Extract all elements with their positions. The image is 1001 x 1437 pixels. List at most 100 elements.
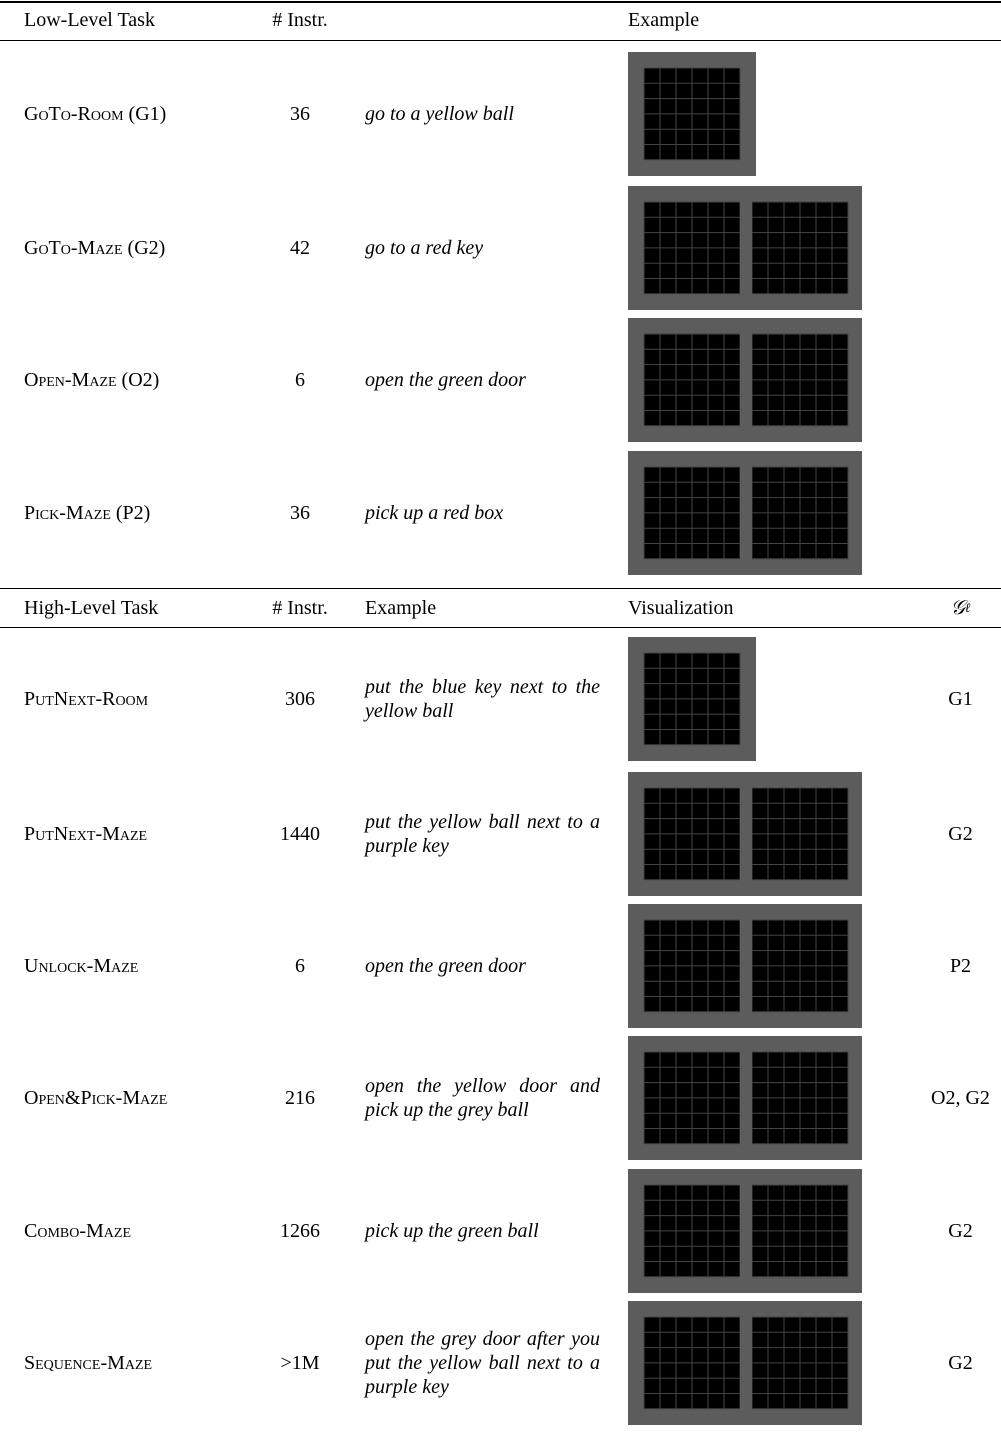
example-text: put the blue key next to the yellow ball (365, 676, 600, 722)
task-name-text: PutNext-Maze (24, 822, 148, 845)
instr-count: 6 (255, 318, 345, 442)
grid-image (628, 318, 862, 442)
g-symbol: 𝒢 (950, 596, 965, 619)
example: go to a red key (365, 186, 600, 310)
instr-count-text: 36 (290, 501, 310, 524)
header-cell: # Instr. (272, 596, 328, 619)
task-name: GoTo-Room (G1) (24, 52, 254, 176)
top-rule (0, 1, 1001, 3)
task-name-text: GoTo-Room (G1) (24, 102, 167, 125)
g-level: G2 (920, 772, 1001, 896)
instr-count-text: >1M (280, 1351, 320, 1374)
task-name: Open&Pick-Maze (24, 1036, 254, 1160)
g-level-text: G1 (948, 687, 973, 710)
grid-image (628, 904, 862, 1028)
header-cell: Example (365, 596, 437, 619)
task-name: Open-Maze (O2) (24, 318, 254, 442)
header-cell: # Instr. (272, 8, 328, 31)
example-text: pick up the green ball (365, 1220, 539, 1242)
example: open the green door (365, 318, 600, 442)
example-text: put the yellow ball next to a purple key (365, 811, 600, 857)
g-level-text: G2 (948, 1351, 973, 1374)
instr-count: 1266 (255, 1169, 345, 1293)
instr-count-text: 1440 (280, 822, 320, 845)
task-name: Combo-Maze (24, 1169, 254, 1293)
g-level-text: G2 (948, 822, 973, 845)
example: pick up the green ball (365, 1169, 600, 1293)
instr-count: 6 (255, 904, 345, 1028)
grid-image (628, 186, 862, 310)
wall (740, 202, 752, 294)
header-cell: Low-Level Task (24, 8, 155, 31)
instr-count: 306 (255, 637, 345, 761)
task-name-text: Unlock-Maze (24, 954, 139, 977)
example-text: open the yellow door and pick up the gre… (365, 1075, 600, 1121)
grid-image (628, 451, 862, 575)
instr-count-text: 306 (285, 687, 315, 710)
header-cell: High-Level Task (24, 596, 159, 619)
instr-count-text: 1266 (280, 1219, 320, 1242)
task-name: GoTo-Maze (G2) (24, 186, 254, 310)
example: open the grey door after you put the yel… (365, 1301, 600, 1425)
wall (740, 334, 752, 426)
example-text: open the green door (365, 955, 526, 977)
example: go to a yellow ball (365, 52, 600, 176)
wall (740, 1052, 752, 1144)
g-level: G2 (920, 1169, 1001, 1293)
g-level: G2 (920, 1301, 1001, 1425)
task-name-text: Combo-Maze (24, 1219, 132, 1242)
example-text: open the green door (365, 369, 526, 391)
example-text: go to a red key (365, 237, 484, 259)
grid-image (628, 772, 862, 896)
instr-count: 42 (255, 186, 345, 310)
g-level: O2, G2 (920, 1036, 1001, 1160)
grid-image (628, 1301, 862, 1425)
instr-count-text: 6 (295, 954, 305, 977)
g-level-text: P2 (949, 954, 972, 977)
header-cell: Visualization (628, 596, 734, 619)
task-name-text: PutNext-Room (24, 687, 149, 710)
grid-image (628, 52, 756, 176)
example: open the yellow door and pick up the gre… (365, 1036, 600, 1160)
g-level-text: O2, G2 (931, 1086, 990, 1109)
instr-count: 1440 (255, 772, 345, 896)
example: put the yellow ball next to a purple key (365, 772, 600, 896)
example-text: pick up a red box (365, 502, 504, 524)
instr-count-text: 6 (295, 368, 305, 391)
task-name: Sequence-Maze (24, 1301, 254, 1425)
task-name: PutNext-Room (24, 637, 254, 761)
task-name-text: GoTo-Maze (G2) (24, 236, 166, 259)
instr-count: 216 (255, 1036, 345, 1160)
example: pick up a red box (365, 451, 600, 575)
wall (740, 920, 752, 1012)
g-level: G1 (920, 637, 1001, 761)
example-text: open the grey door after you put the yel… (365, 1328, 600, 1398)
task-name-text: Pick-Maze (P2) (24, 501, 151, 524)
wall (740, 467, 752, 559)
wall (740, 788, 752, 880)
wall (740, 1185, 752, 1277)
grid-image (628, 1036, 862, 1160)
task-name-text: Sequence-Maze (24, 1351, 153, 1374)
g-level: P2 (920, 904, 1001, 1028)
header-cell: Example (628, 8, 700, 31)
task-name-text: Open-Maze (O2) (24, 368, 160, 391)
mid-rule (0, 40, 1001, 41)
instr-count-text: 42 (290, 236, 310, 259)
task-name: Unlock-Maze (24, 904, 254, 1028)
instr-count: >1M (255, 1301, 345, 1425)
instr-count-text: 36 (290, 102, 310, 125)
grid-image (628, 637, 756, 761)
wall (740, 1317, 752, 1409)
section-rule (0, 588, 1001, 589)
grid-image (628, 1169, 862, 1293)
instr-count: 36 (255, 52, 345, 176)
example: put the blue key next to the yellow ball (365, 637, 600, 761)
mid-rule (0, 627, 1001, 628)
g-subscript: ℓ (964, 600, 971, 615)
instr-count: 36 (255, 451, 345, 575)
g-level-text: G2 (948, 1219, 973, 1242)
task-name: PutNext-Maze (24, 772, 254, 896)
